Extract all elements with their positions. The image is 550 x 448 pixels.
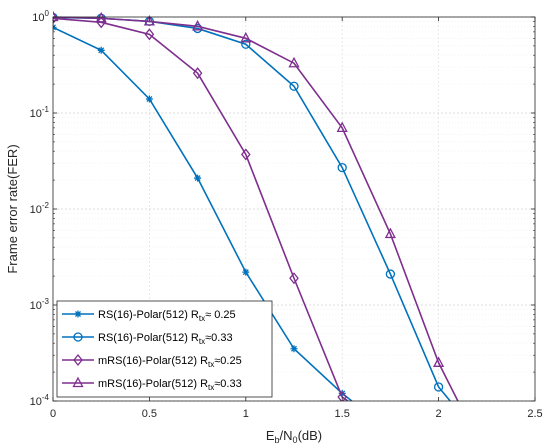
- x-axis-label-base: E: [266, 428, 275, 443]
- legend-entry-3: mRS(16)-Polar(512) Rtx≈0.25: [62, 353, 242, 369]
- legend-entries: RS(16)-Polar(512) Rtx≈ 0.25 RS(16)-Polar(…: [62, 309, 242, 392]
- x-axis-label-tail: (dB): [298, 428, 323, 443]
- legend: RS(16)-Polar(512) Rtx≈ 0.25 RS(16)-Polar(…: [56, 300, 273, 398]
- series-1-marker: [242, 268, 250, 276]
- x-tick-label: 2.5: [527, 408, 542, 420]
- series-4-marker: [143, 15, 155, 26]
- series-4-marker: [53, 11, 59, 22]
- x-tick-label: 2: [436, 408, 442, 420]
- legend-entry-2: RS(16)-Polar(512) Rtx≈0.33: [62, 332, 233, 346]
- series-3-marker: [337, 390, 348, 401]
- series-1-marker: [97, 46, 105, 54]
- series-1-marker: [290, 345, 298, 353]
- series-4-marker: [240, 31, 252, 43]
- legend-marker: [72, 376, 84, 388]
- series-3-marker: [144, 28, 155, 41]
- y-tick-label: 10-2: [30, 201, 50, 216]
- legend-label: mRS(16)-Polar(512) Rtx≈0.33: [98, 378, 242, 392]
- series-4-marker: [336, 121, 348, 133]
- series-2-marker: [385, 269, 396, 279]
- y-tick-label: 10-3: [30, 297, 50, 312]
- axis-tick-labels: 0 0.5 1 1.5 2 2.5 10-4 10-3 10-2 10-1 100: [30, 9, 543, 420]
- legend-marker: [73, 353, 83, 367]
- series-1: [53, 23, 353, 401]
- y-tick-label: 10-1: [30, 105, 50, 120]
- legend-marker: [73, 332, 83, 342]
- x-axis-label-mid: /N: [280, 428, 293, 443]
- series-2-marker: [241, 39, 251, 49]
- x-axis-label-sub2: 0: [293, 435, 298, 445]
- series-3-marker: [240, 148, 251, 161]
- x-axis-label: Eb/N0(dB): [266, 428, 322, 445]
- y-axis-label: Frame error rate(FER): [5, 144, 20, 273]
- axis-ticks: [52, 16, 536, 402]
- series-2-marker: [433, 382, 444, 392]
- series-4-marker: [95, 11, 107, 23]
- series-4-marker: [288, 56, 300, 68]
- legend-entry-4: mRS(16)-Polar(512) Rtx≈0.33: [62, 376, 242, 392]
- x-tick-label: 0: [50, 408, 56, 420]
- series-3-marker: [192, 67, 203, 80]
- legend-label: mRS(16)-Polar(512) Rtx≈0.25: [98, 355, 242, 369]
- series-1-marker: [338, 389, 346, 397]
- series-4-marker: [433, 356, 445, 367]
- series-3-marker: [96, 16, 107, 29]
- legend-entry-1: RS(16)-Polar(512) Rtx≈ 0.25: [62, 309, 236, 323]
- legend-marker: [74, 310, 82, 318]
- x-axis-label-sub1: b: [275, 435, 280, 445]
- y-tick-label: 100: [32, 9, 49, 24]
- y-tick-label: 10-4: [30, 393, 50, 408]
- series-4-marker: [192, 19, 204, 31]
- legend-box: [56, 300, 273, 398]
- series-4: [53, 11, 459, 401]
- series-2-marker: [289, 81, 299, 91]
- series-3-marker: [289, 272, 299, 285]
- series-4-line: [53, 16, 459, 401]
- series-1-line: [53, 26, 353, 401]
- series-3-line: [53, 17, 349, 401]
- x-tick-label: 0.5: [142, 408, 157, 420]
- legend-label: RS(16)-Polar(512) Rtx≈0.33: [98, 332, 233, 346]
- legend-label: RS(16)-Polar(512) Rtx≈ 0.25: [98, 309, 236, 323]
- series-1-marker: [145, 95, 153, 103]
- series-4-marker: [384, 227, 396, 239]
- x-tick-label: 1: [243, 408, 249, 420]
- x-tick-label: 1.5: [335, 408, 350, 420]
- series-2-marker: [337, 162, 347, 173]
- series-1-marker: [194, 174, 202, 182]
